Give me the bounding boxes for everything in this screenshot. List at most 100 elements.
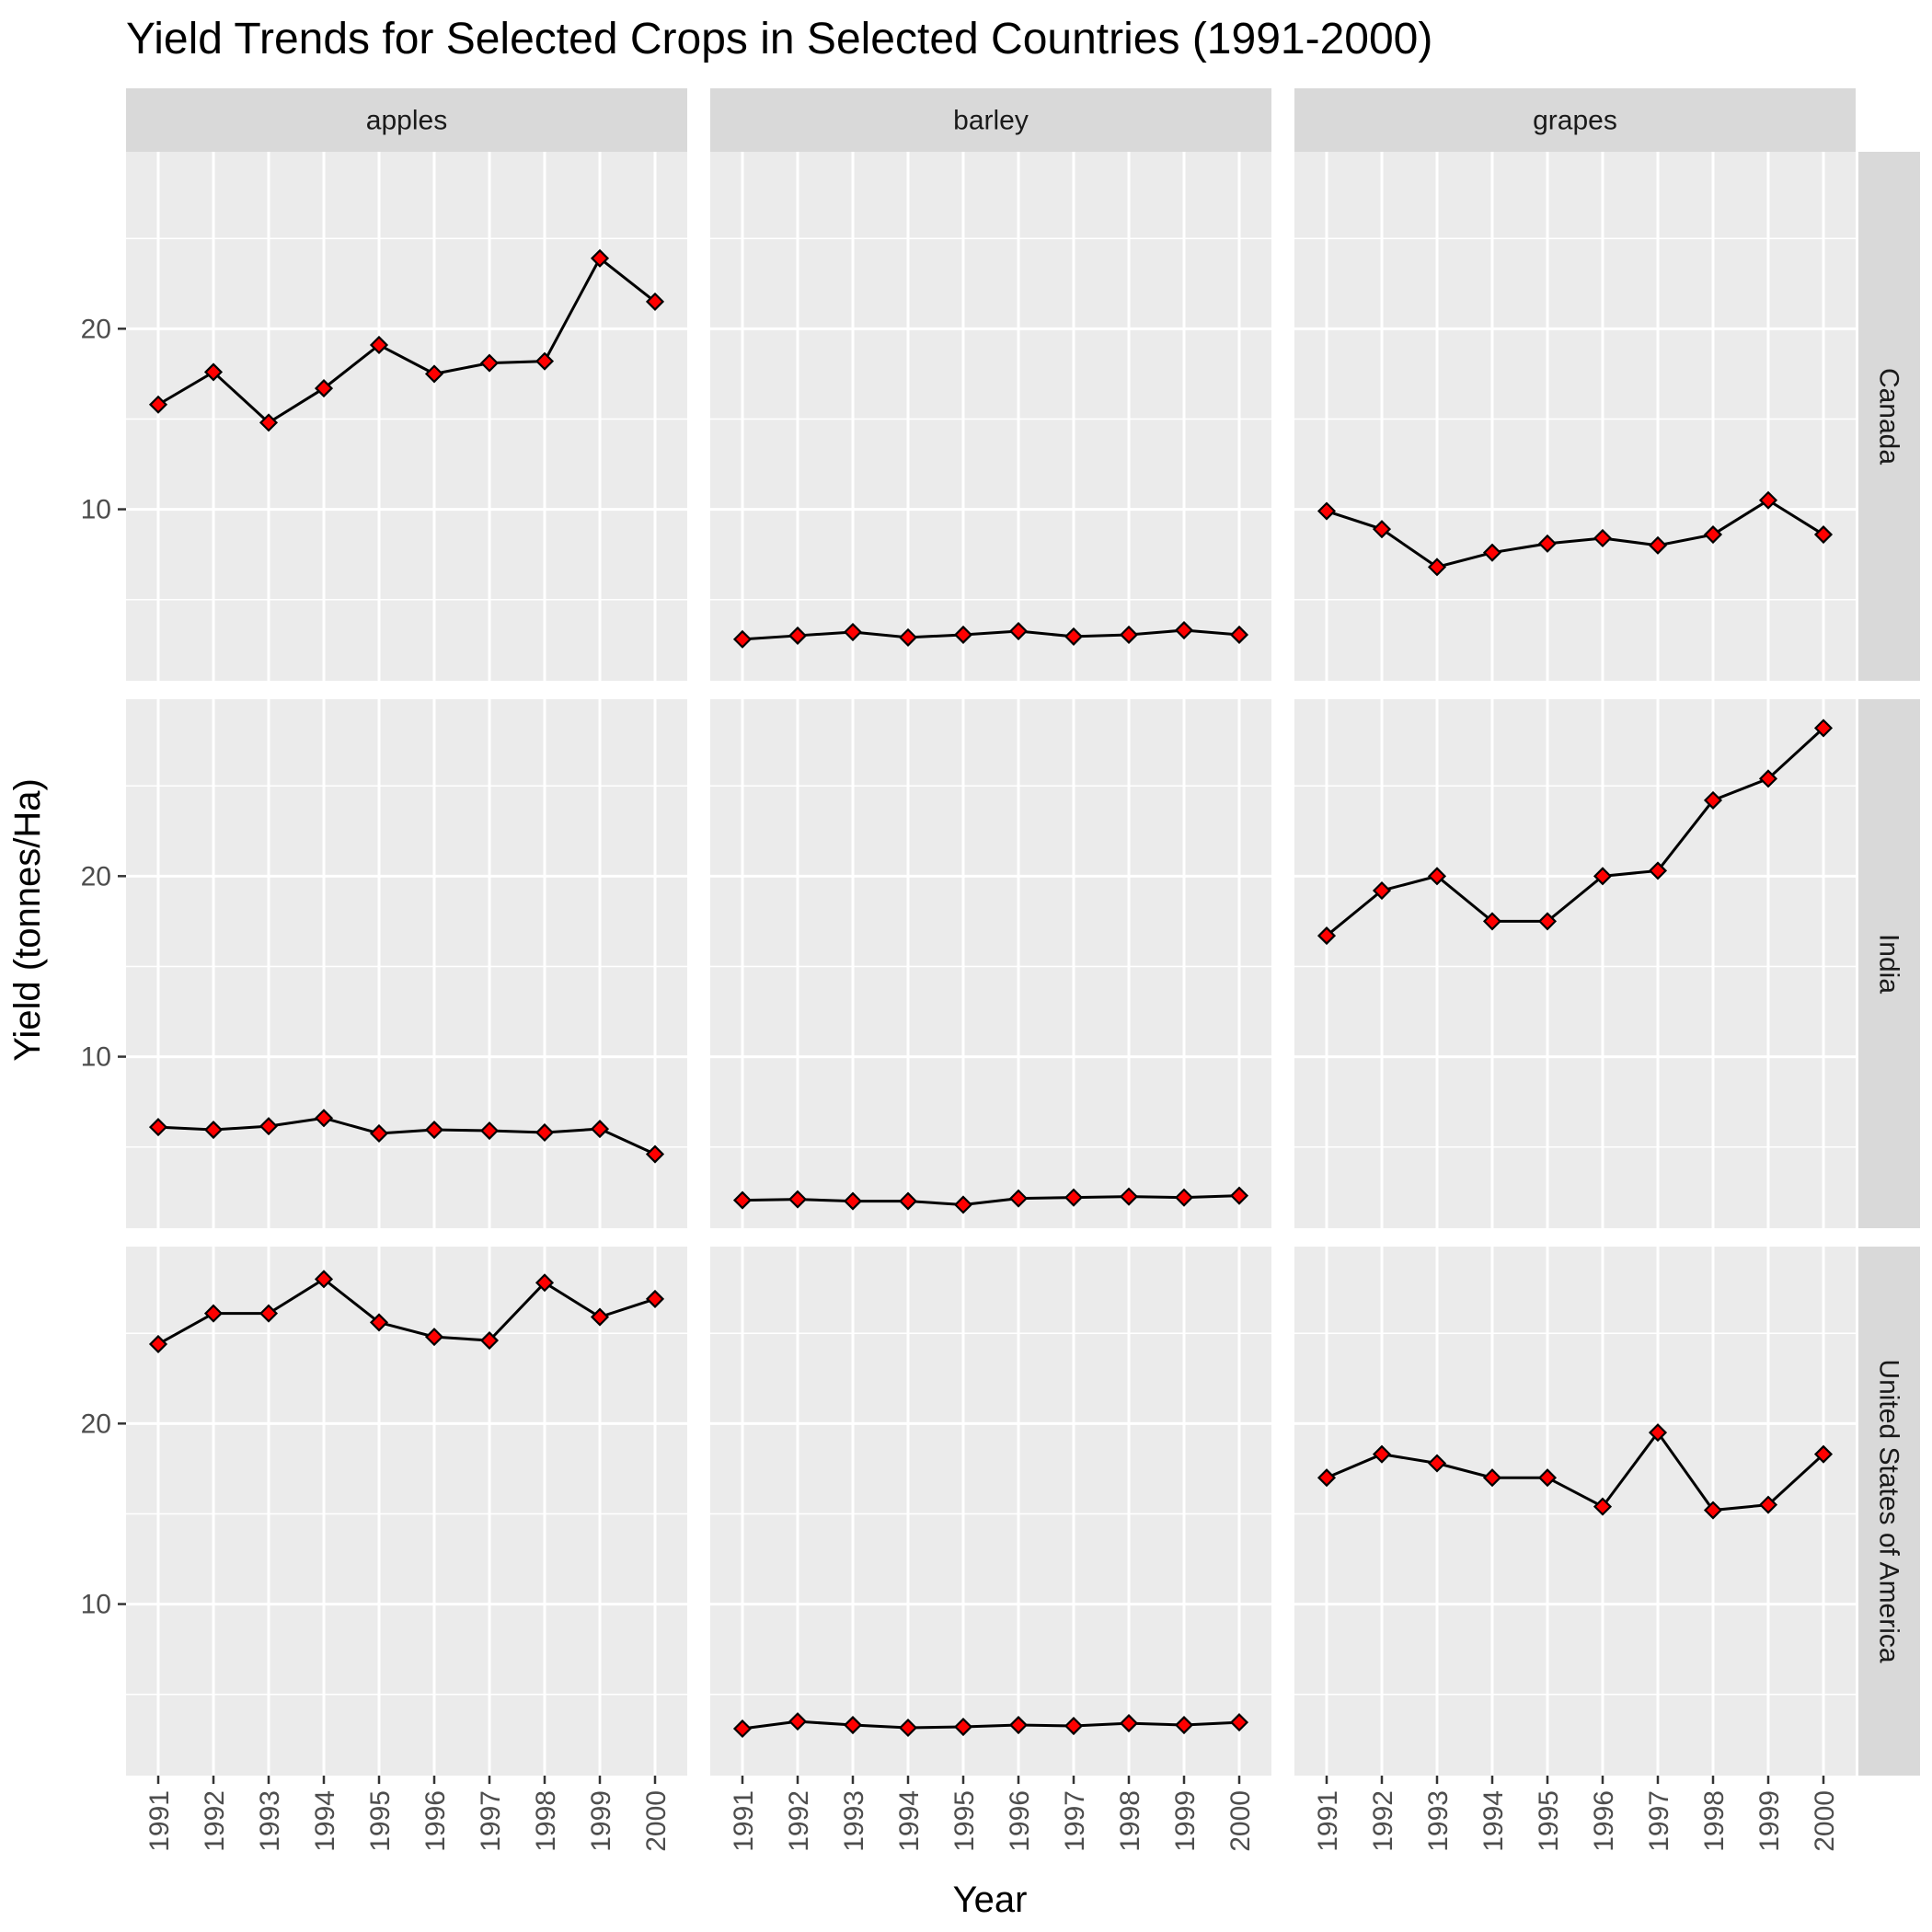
series-line [742, 1719, 1240, 1731]
data-point [1174, 1715, 1194, 1735]
data-point [203, 362, 224, 382]
x-axis-title: Year [953, 1880, 1028, 1920]
data-point [1648, 861, 1668, 880]
facet-strip-label: barley [953, 106, 1029, 136]
x-tick-label: 2000 [1810, 1790, 1840, 1852]
x-tick-label: 2000 [1225, 1790, 1256, 1852]
data-point [1317, 501, 1337, 521]
data-point [148, 1118, 168, 1137]
x-tick-label: 1997 [1644, 1790, 1674, 1852]
series-line [157, 1277, 656, 1346]
series-line [1326, 498, 1824, 569]
data-point [1537, 1468, 1558, 1488]
facet-panel-grapes-united-states-of-america [1294, 1247, 1856, 1776]
y-tick-label: 20 [81, 314, 111, 344]
data-point [369, 1313, 389, 1332]
data-point [535, 351, 555, 371]
data-point [1008, 1715, 1029, 1735]
x-tick-label: 1995 [1534, 1790, 1564, 1852]
x-tick-label: 1999 [1170, 1790, 1201, 1852]
data-point [788, 1190, 808, 1209]
data-point [259, 1117, 279, 1136]
data-point [1317, 1468, 1337, 1488]
data-point [732, 1719, 753, 1739]
data-point [788, 1712, 808, 1731]
panel-background [1294, 1247, 1856, 1776]
data-point [1593, 528, 1613, 548]
facet-panel-barley-india [710, 699, 1271, 1228]
data-point [1813, 524, 1834, 545]
data-point [148, 395, 168, 414]
data-point [645, 1144, 665, 1164]
data-point [1119, 1187, 1139, 1206]
series-line [157, 1116, 656, 1156]
facet-strip-label: apples [366, 106, 447, 136]
data-point [953, 1717, 973, 1737]
data-point [1427, 1454, 1447, 1473]
data-point [1813, 1444, 1834, 1464]
data-point [1758, 769, 1778, 788]
panel-background [710, 699, 1271, 1228]
data-point [1703, 790, 1723, 810]
data-point [953, 1195, 973, 1214]
facet-panel-apples-united-states-of-america [126, 1247, 687, 1776]
x-tick-label: 1992 [200, 1790, 230, 1852]
panel-background [126, 1247, 687, 1776]
data-point [645, 1289, 665, 1308]
series-line [1326, 727, 1825, 937]
data-point [535, 1122, 555, 1143]
x-tick-label: 1998 [1699, 1790, 1730, 1852]
panel-background [1294, 152, 1856, 681]
x-tick-label: 1991 [144, 1790, 175, 1852]
data-point [1648, 535, 1668, 555]
facet-panel-apples-india [126, 699, 687, 1228]
data-point [1372, 1444, 1392, 1464]
panel-background [126, 699, 687, 1228]
series-line [742, 1194, 1240, 1206]
y-tick-label: 10 [81, 495, 111, 525]
panel-background [710, 152, 1271, 681]
data-point [1758, 1495, 1778, 1514]
x-tick-label: 1995 [365, 1790, 396, 1852]
data-point [1813, 719, 1834, 738]
data-point [314, 1109, 334, 1128]
series-line [157, 256, 656, 425]
data-point [479, 1330, 500, 1351]
facet-strip-label: United States of America [1874, 1359, 1904, 1662]
data-point [1482, 543, 1502, 562]
data-point [314, 1270, 334, 1289]
panel-background [1294, 699, 1856, 1228]
y-tick-label: 20 [81, 1409, 111, 1439]
data-point [1229, 625, 1249, 645]
data-point [1174, 1188, 1194, 1207]
x-tick-label: 1993 [839, 1790, 869, 1852]
data-point [1064, 1188, 1084, 1207]
data-point [1317, 926, 1337, 946]
x-tick-label: 1997 [476, 1790, 506, 1852]
data-point [843, 1715, 863, 1735]
data-point [1537, 534, 1558, 553]
facet-strip-barley [710, 88, 1271, 152]
data-point [898, 1191, 918, 1211]
facet-strip-apples [126, 88, 687, 152]
data-point [1008, 621, 1029, 641]
facet-strip-india [1858, 699, 1920, 1228]
y-axis-title: Yield (tonnes/Ha) [7, 778, 48, 1062]
y-tick-label: 10 [81, 1590, 111, 1620]
facet-panel-grapes-canada [1294, 152, 1856, 681]
data-point [535, 1273, 555, 1293]
facet-strip-grapes [1294, 88, 1856, 152]
data-point [1482, 912, 1502, 931]
x-tick-label: 1999 [586, 1790, 616, 1852]
data-point [1064, 1716, 1084, 1736]
data-point [1119, 625, 1139, 645]
data-point [369, 335, 389, 355]
panel-background [126, 152, 687, 681]
x-tick-label: 1991 [1313, 1790, 1343, 1852]
data-point [424, 1328, 444, 1347]
data-point [590, 1120, 610, 1139]
chart-title: Yield Trends for Selected Crops in Selec… [126, 15, 1432, 63]
x-tick-label: 1996 [1589, 1790, 1619, 1852]
x-tick-label: 1997 [1060, 1790, 1090, 1852]
x-tick-label: 1994 [894, 1790, 925, 1852]
